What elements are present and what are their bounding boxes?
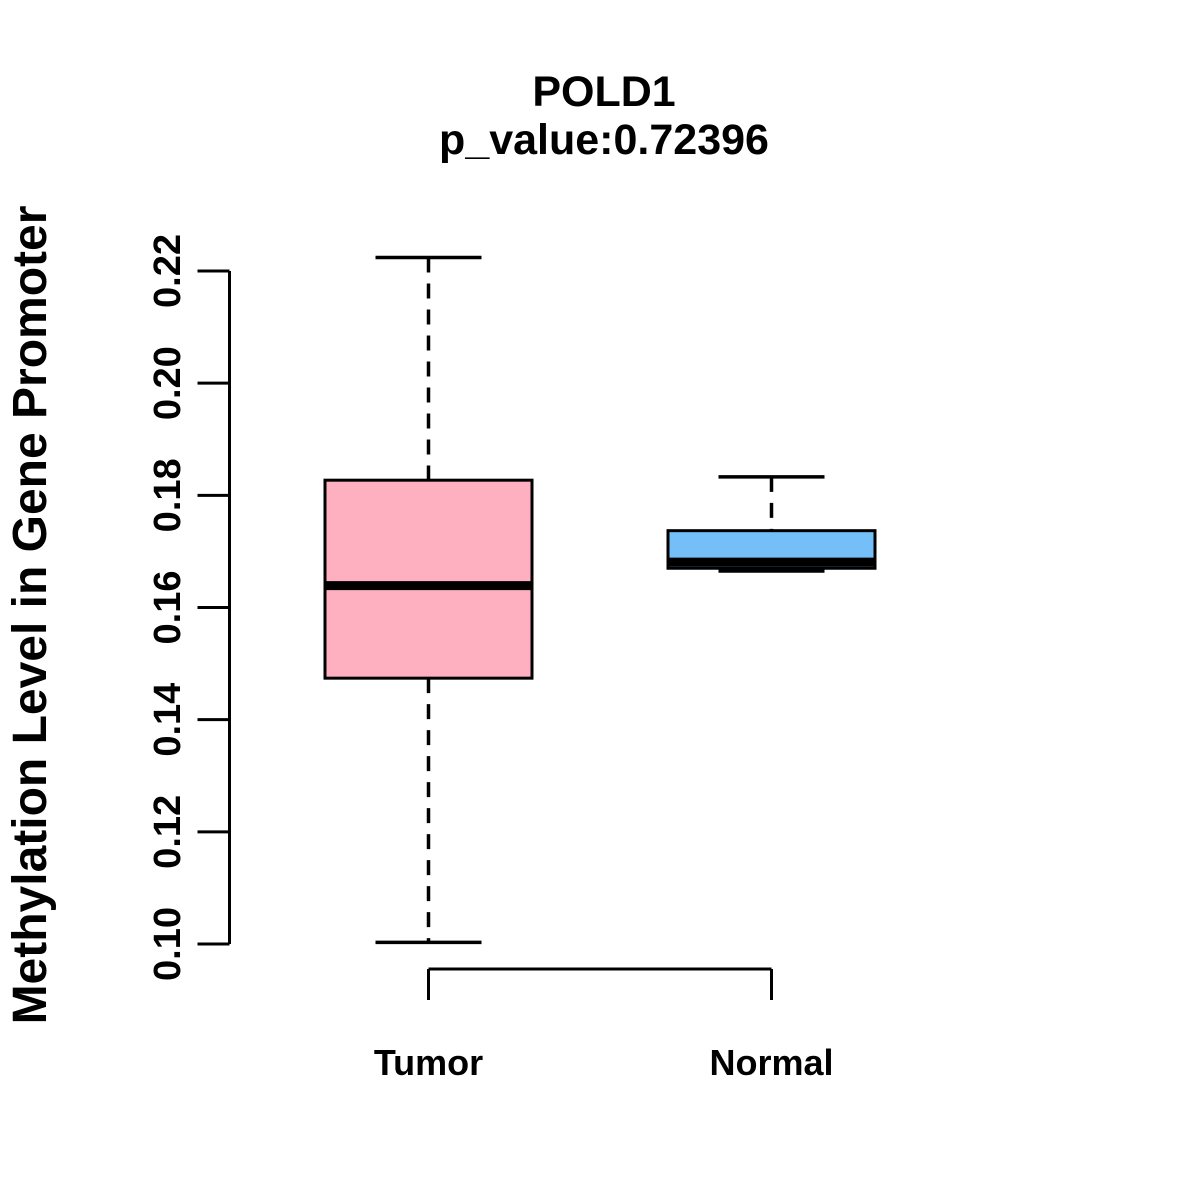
y-axis-tick-label: 0.22: [147, 234, 189, 308]
y-axis-title: Methylation Level in Gene Promoter: [4, 206, 57, 1025]
boxes-layer: [323, 255, 877, 945]
y-axis-tick-label: 0.16: [147, 571, 189, 645]
y-axis-tick-label: 0.10: [147, 907, 189, 981]
y-axis-tick-label: 0.12: [147, 795, 189, 869]
category-label-tumor: Tumor: [374, 1042, 483, 1083]
y-axis-tick-label: 0.14: [147, 683, 189, 757]
chart-subtitle: p_value:0.72396: [439, 116, 769, 164]
y-axis-tick-label: 0.20: [147, 346, 189, 420]
x-axis: Tumor Normal: [374, 967, 834, 1083]
chart-title: POLD1: [532, 68, 675, 116]
category-label-normal: Normal: [709, 1042, 833, 1083]
y-axis-tick-label: 0.18: [147, 458, 189, 532]
tumor-box: [323, 478, 534, 680]
y-axis: 0.22 0.20 0.18 0.16 0.14 0.12 0.10: [147, 234, 231, 981]
